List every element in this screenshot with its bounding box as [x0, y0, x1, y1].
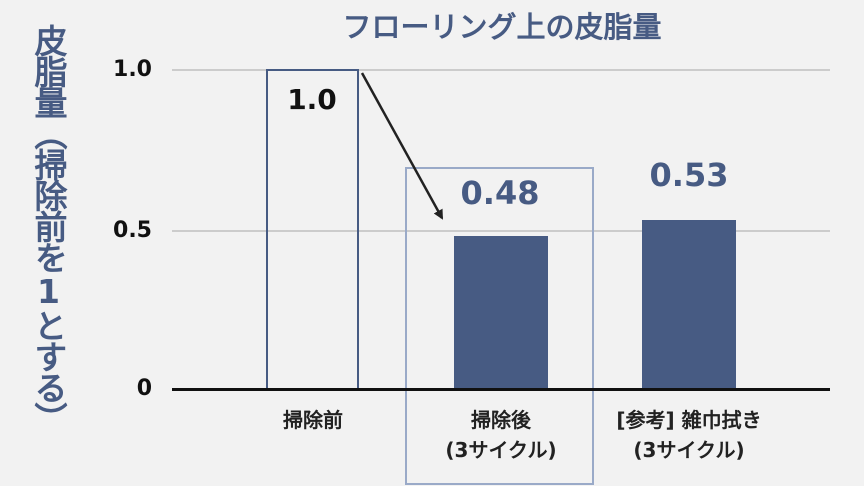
- x-axis-baseline: [172, 388, 830, 391]
- y-tick-0.5: 0.5: [113, 218, 152, 243]
- y-tick-1.0: 1.0: [113, 57, 152, 82]
- value-label-after: 0.48: [460, 174, 540, 212]
- category-line-2: (3サイクル): [633, 438, 745, 462]
- category-label-after: 掃除後 (3サイクル): [406, 405, 596, 465]
- gridline-0.5: [172, 230, 830, 232]
- gridline-1.0: [172, 69, 830, 71]
- value-label-rag: 0.53: [649, 156, 729, 194]
- y-tick-0: 0: [136, 376, 152, 401]
- bar-after-cleaning: [454, 236, 548, 389]
- value-label-before: 1.0: [287, 83, 337, 116]
- category-line-2: (3サイクル): [445, 438, 557, 462]
- highlight-box: [405, 167, 594, 485]
- chart-title: フローリング上の皮脂量: [342, 10, 662, 44]
- category-line-1: 掃除前: [283, 408, 343, 432]
- category-label-before: 掃除前: [218, 405, 408, 435]
- y-axis-label: 皮脂量（掃除前を1とする）: [29, 24, 68, 433]
- category-line-1: [参考] 雑巾拭き: [616, 408, 762, 432]
- category-line-1: 掃除後: [471, 408, 531, 432]
- bar-rag-wipe: [642, 220, 736, 389]
- category-label-rag: [参考] 雑巾拭き (3サイクル): [594, 405, 784, 465]
